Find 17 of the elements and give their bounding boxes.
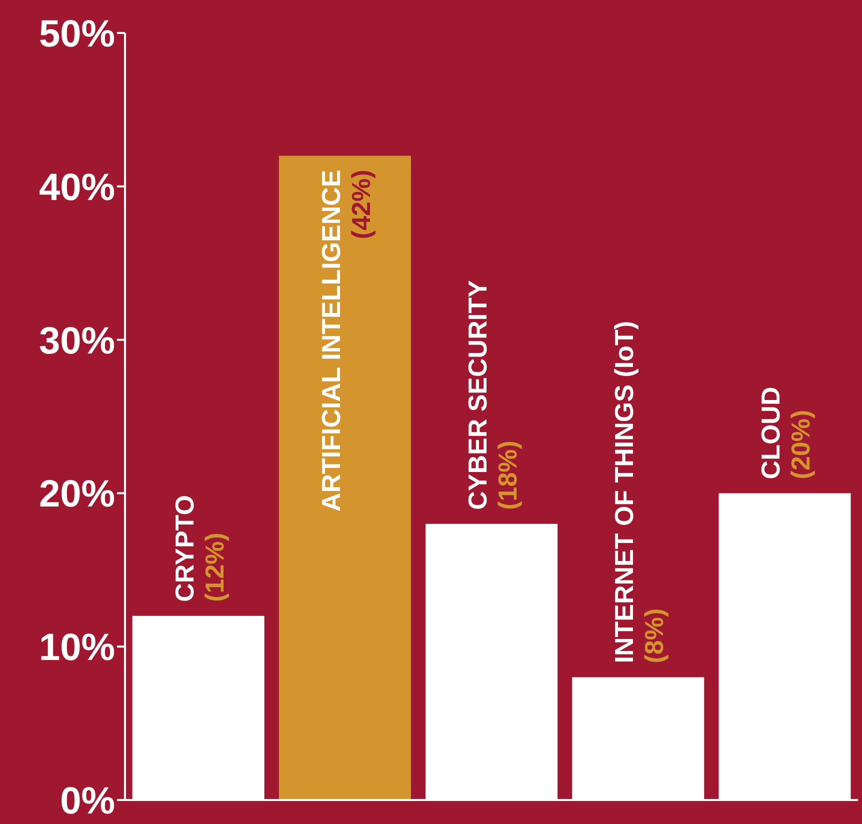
x-tick-label: ARTIFICIAL INTELLIGENCE — [316, 170, 346, 512]
y-tick-label: 20% — [38, 474, 115, 516]
bar — [278, 156, 411, 800]
x-tick-label: CYBER SECURITY — [462, 280, 493, 510]
data-label: (18%) — [492, 440, 523, 510]
data-label: (8%) — [639, 608, 670, 664]
y-tick-label: 0% — [60, 780, 115, 822]
x-tick-label: INTERNET OF THINGS (IoT) — [609, 320, 640, 664]
y-tick-label: 10% — [38, 627, 115, 670]
y-tick-label: 40% — [38, 166, 115, 209]
data-label: (20%) — [786, 410, 816, 480]
x-tick-label: CRYPTO — [169, 495, 200, 602]
data-label: (42%) — [346, 170, 376, 240]
x-tick-label: CLOUD — [756, 386, 786, 480]
y-tick-label: 50% — [38, 13, 115, 56]
y-tick-label: 30% — [38, 320, 115, 362]
data-label: (12%) — [199, 532, 230, 602]
